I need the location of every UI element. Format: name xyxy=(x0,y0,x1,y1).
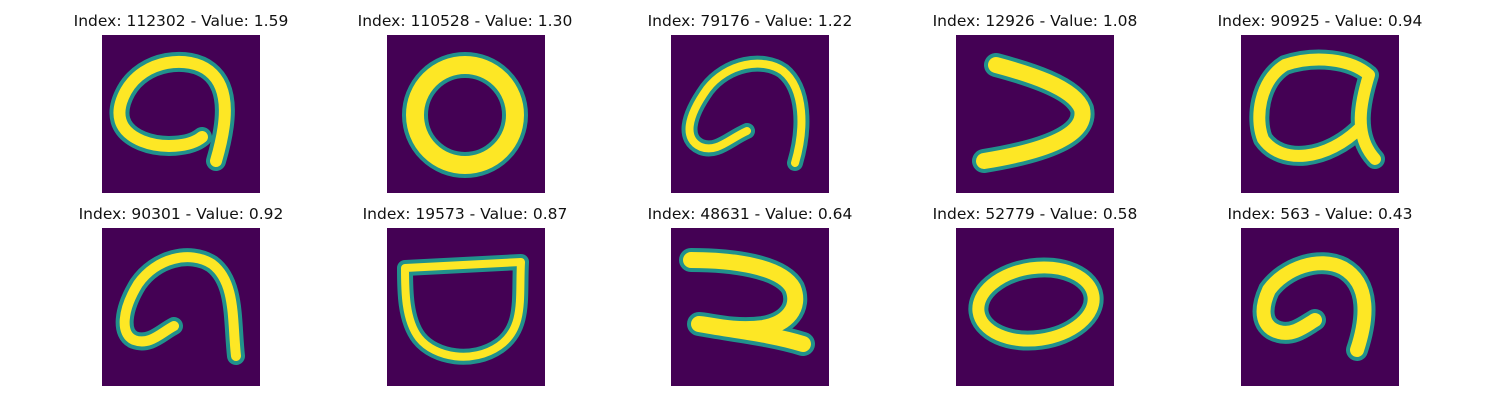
digit-image-3 xyxy=(671,35,829,193)
digit-image-1 xyxy=(102,35,260,193)
panel-title: Index: 112302 - Value: 1.59 xyxy=(73,12,289,30)
digit-image-5 xyxy=(1241,35,1399,193)
panel-4: Index: 12926 - Value: 1.08 xyxy=(885,12,1185,202)
panel-3: Index: 79176 - Value: 1.22 xyxy=(600,12,900,202)
panel-1: Index: 112302 - Value: 1.59 xyxy=(31,12,331,202)
panel-title: Index: 90301 - Value: 0.92 xyxy=(78,205,284,223)
panel-title: Index: 90925 - Value: 0.94 xyxy=(1217,12,1423,30)
digit-image-2 xyxy=(387,35,545,193)
panel-2: Index: 110528 - Value: 1.30 xyxy=(315,12,615,202)
panel-title: Index: 79176 - Value: 1.22 xyxy=(647,12,853,30)
panel-9: Index: 52779 - Value: 0.58 xyxy=(885,205,1185,395)
panel-10: Index: 563 - Value: 0.43 xyxy=(1170,205,1470,395)
panel-title: Index: 52779 - Value: 0.58 xyxy=(932,205,1138,223)
panel-5: Index: 90925 - Value: 0.94 xyxy=(1170,12,1470,202)
digit-image-9 xyxy=(956,228,1114,386)
digit-image-6 xyxy=(102,228,260,386)
digit-image-8 xyxy=(671,228,829,386)
panel-6: Index: 90301 - Value: 0.92 xyxy=(31,205,331,395)
digit-image-7 xyxy=(387,228,545,386)
panel-title: Index: 48631 - Value: 0.64 xyxy=(647,205,853,223)
panel-7: Index: 19573 - Value: 0.87 xyxy=(315,205,615,395)
digit-image-10 xyxy=(1241,228,1399,386)
panel-title: Index: 563 - Value: 0.43 xyxy=(1227,205,1413,223)
panel-8: Index: 48631 - Value: 0.64 xyxy=(600,205,900,395)
panel-title: Index: 19573 - Value: 0.87 xyxy=(362,205,568,223)
panel-title: Index: 110528 - Value: 1.30 xyxy=(357,12,573,30)
panel-title: Index: 12926 - Value: 1.08 xyxy=(932,12,1138,30)
digit-image-4 xyxy=(956,35,1114,193)
